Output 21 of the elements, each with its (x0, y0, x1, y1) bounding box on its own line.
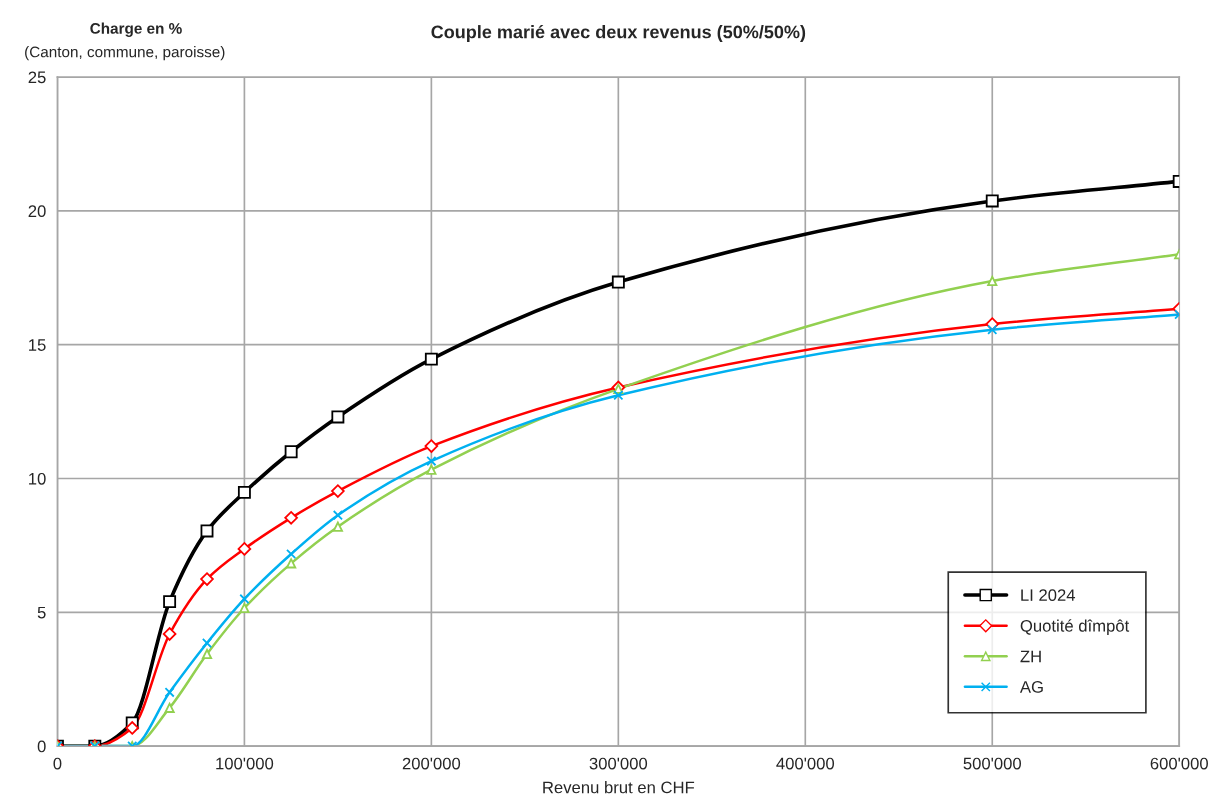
x-tick-label: 200'000 (402, 757, 461, 770)
legend-label: AG (1019, 681, 1043, 693)
legend-label: LI 2024 (1021, 589, 1076, 602)
legend-label: ZH (1020, 650, 1041, 663)
x-tick-label: 0 (53, 757, 62, 770)
y-tick-label: 10 (29, 472, 46, 485)
x-tick-label: 600'000 (1150, 757, 1208, 770)
y-tick-label: 5 (37, 606, 46, 619)
x-tick-label: 100'000 (216, 757, 274, 770)
x-tick-label: 400'000 (776, 757, 835, 770)
legend-label: Quotité dîmpôt (1020, 619, 1130, 636)
y-tick-label: 20 (28, 205, 46, 218)
y-axis-title: Charge en % (90, 22, 182, 37)
x-tick-label: 500'000 (963, 757, 1022, 770)
x-axis-title: Revenu brut en CHF (543, 781, 695, 794)
x-tick-label: 300'000 (589, 757, 648, 770)
y-tick-label: 15 (29, 339, 46, 351)
chart-title: Couple marié avec deux revenus (50%/50%) (431, 24, 806, 42)
y-tick-label: 25 (28, 71, 46, 84)
y-tick-label: 0 (37, 740, 46, 753)
text: (Canton, commune, paroisse) (25, 46, 225, 61)
